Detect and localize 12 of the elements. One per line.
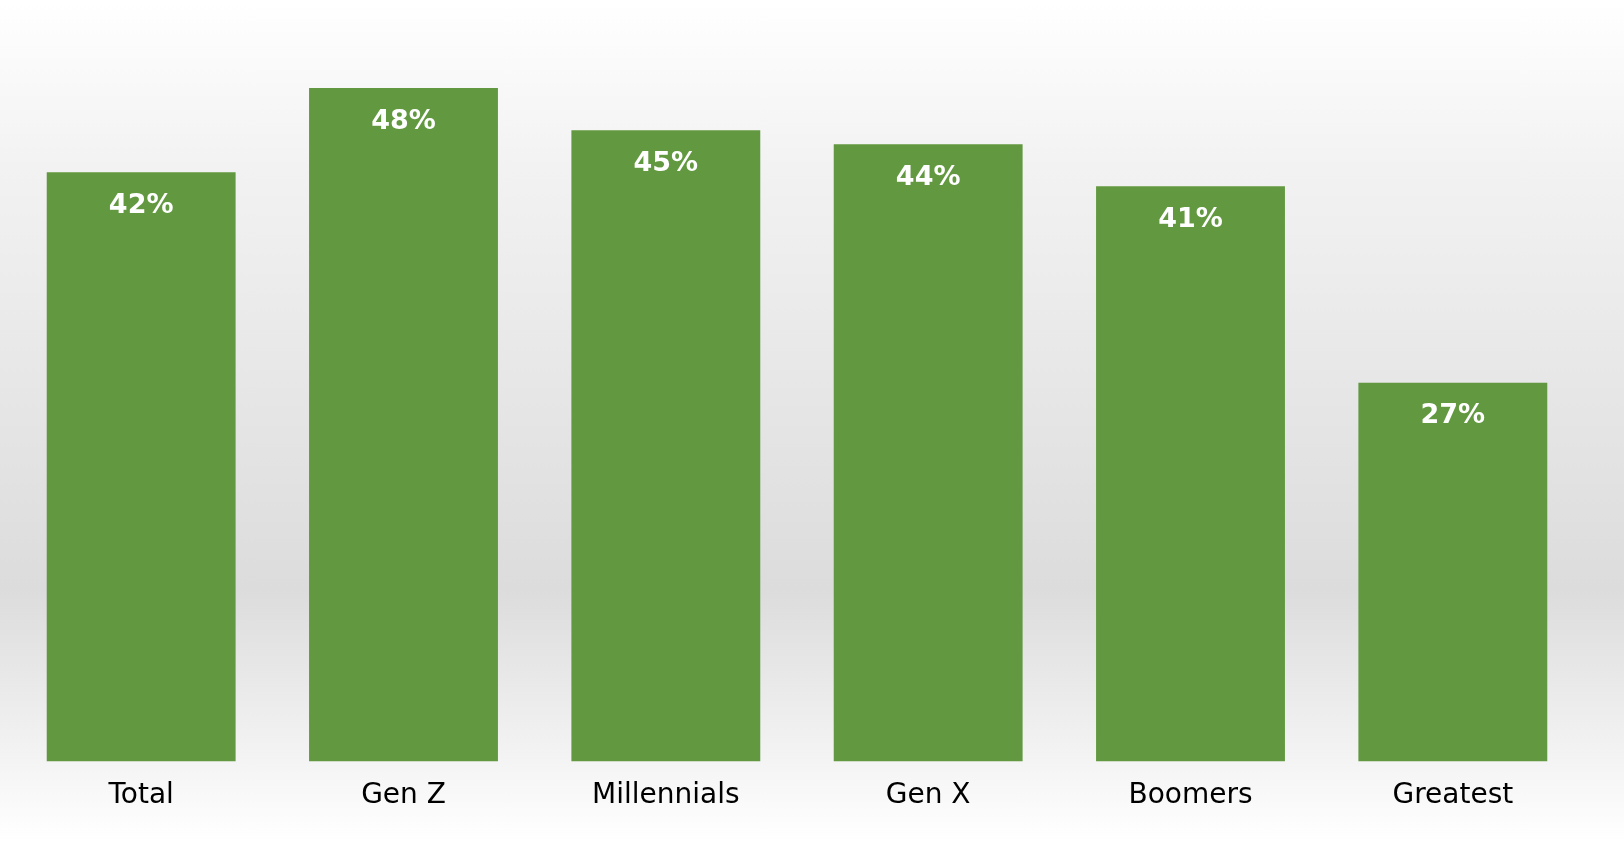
- x-tick-label: Greatest: [1392, 777, 1514, 811]
- data-label: 48%: [371, 103, 436, 135]
- x-tick-label: Gen Z: [361, 777, 446, 811]
- x-tick-label: Boomers: [1128, 777, 1253, 811]
- x-tick-label: Total: [107, 777, 174, 811]
- data-label: 41%: [1158, 201, 1223, 233]
- data-label: 42%: [108, 187, 174, 219]
- data-label: 44%: [895, 159, 961, 191]
- data-label: 27%: [1420, 398, 1486, 430]
- x-tick-label: Gen X: [885, 777, 971, 811]
- x-tick-label: Millennials: [592, 777, 740, 811]
- data-label: 45%: [633, 145, 699, 177]
